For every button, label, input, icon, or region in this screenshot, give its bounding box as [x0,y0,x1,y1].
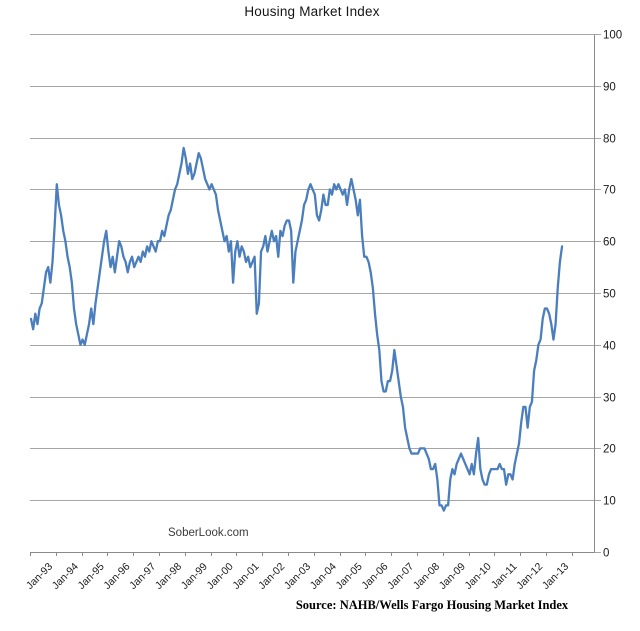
y-axis-label: 30 [603,393,616,405]
y-axis-label: 10 [603,496,616,508]
x-axis-label: Jan-08 [411,561,442,592]
x-axis-label: Jan-02 [256,561,287,592]
x-axis-label: Jan-98 [153,561,184,592]
x-axis-label: Jan-00 [205,561,236,592]
y-axis-label: 70 [603,185,616,197]
y-axis-label: 40 [603,341,616,353]
x-axis-label: Jan-96 [101,561,132,592]
x-axis-label: Jan-12 [514,561,545,592]
x-axis-label: Jan-05 [334,561,365,592]
x-axis-label: Jan-09 [437,561,468,592]
x-axis-label: Jan-07 [385,561,416,592]
y-axis-label: 100 [603,30,622,42]
watermark: SoberLook.com [168,527,249,539]
x-axis-label: Jan-95 [76,561,107,592]
x-axis-label: Jan-03 [282,561,313,592]
series-line [29,146,564,512]
x-axis-label: Jan-06 [359,561,390,592]
x-axis-label: Jan-04 [308,561,339,592]
y-axis-label: 0 [603,548,609,560]
x-axis-label: Jan-97 [127,561,158,592]
y-axis-label: 90 [603,82,616,94]
x-axis-label: Jan-94 [50,561,81,592]
x-axis-label: Jan-99 [179,561,210,592]
x-axis-label: Jan-01 [230,561,261,592]
y-axis-label: 50 [603,289,616,301]
y-axis-label: 80 [603,134,616,146]
x-axis-label: Jan-13 [540,561,571,592]
y-axis-label: 20 [603,444,616,456]
chart-title: Housing Market Index [244,4,380,19]
source-note: Source: NAHB/Wells Fargo Housing Market … [295,598,569,612]
y-axis-label: 60 [603,237,616,249]
x-axis-label: Jan-11 [489,561,520,592]
x-axis-label: Jan-10 [463,561,494,592]
x-axis-label: Jan-93 [24,561,55,592]
